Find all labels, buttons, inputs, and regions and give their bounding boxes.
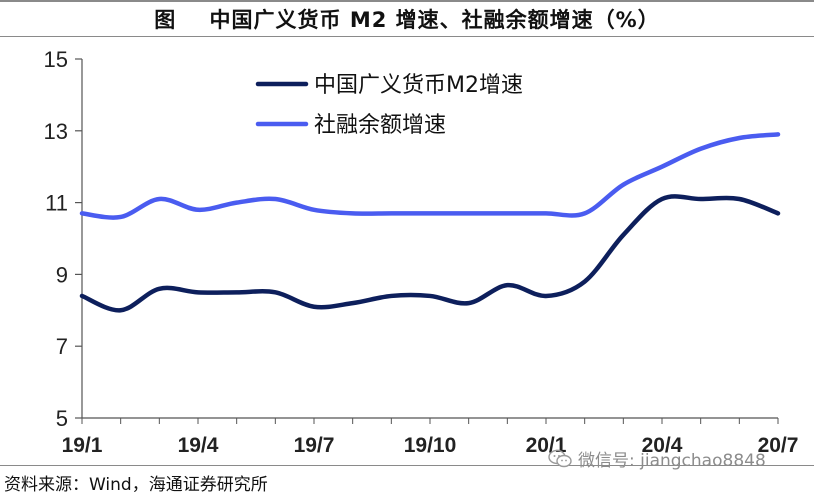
figure-title: 图 中国广义货币 M2 增速、社融余额增速（%） (154, 8, 660, 32)
watermark-text: 微信号: jiangchao8848 (578, 451, 766, 471)
series-line-social-financing-growth (79, 132, 781, 220)
x-tick-label: 20/4 (642, 434, 683, 457)
x-tick-label: 19/10 (404, 434, 457, 457)
x-tick-label: 19/7 (294, 434, 335, 457)
watermark: 微信号: jiangchao8848 (548, 446, 766, 471)
source-note: 资料来源：Wind，海通证券研究所 (4, 475, 268, 495)
x-tick-label: 20/7 (758, 434, 799, 457)
x-tick-label: 19/4 (178, 434, 219, 457)
y-tick-label: 7 (56, 334, 68, 359)
y-tick-label: 15 (44, 47, 68, 72)
x-tick-label: 19/1 (62, 434, 103, 457)
title-rule (0, 36, 814, 37)
x-tick-label: 20/1 (526, 434, 567, 457)
top-rule (0, 0, 814, 2)
y-tick-label: 5 (56, 406, 68, 431)
legend-label-m2-growth: 中国广义货币M2增速 (314, 73, 523, 98)
line-chart: 5 7 9 11 13 15 19/1 19/4 19/7 19/10 20/1 20/4 20/7 中国… (44, 47, 799, 457)
series-line-m2-growth (79, 194, 781, 313)
legend-label-social-financing-growth: 社融余额增速 (314, 113, 446, 138)
bottom-rule (0, 465, 814, 466)
y-tick-label: 13 (44, 119, 68, 144)
y-tick-label: 11 (45, 191, 68, 216)
wechat-icon (548, 449, 572, 467)
y-tick-label: 9 (56, 262, 68, 287)
